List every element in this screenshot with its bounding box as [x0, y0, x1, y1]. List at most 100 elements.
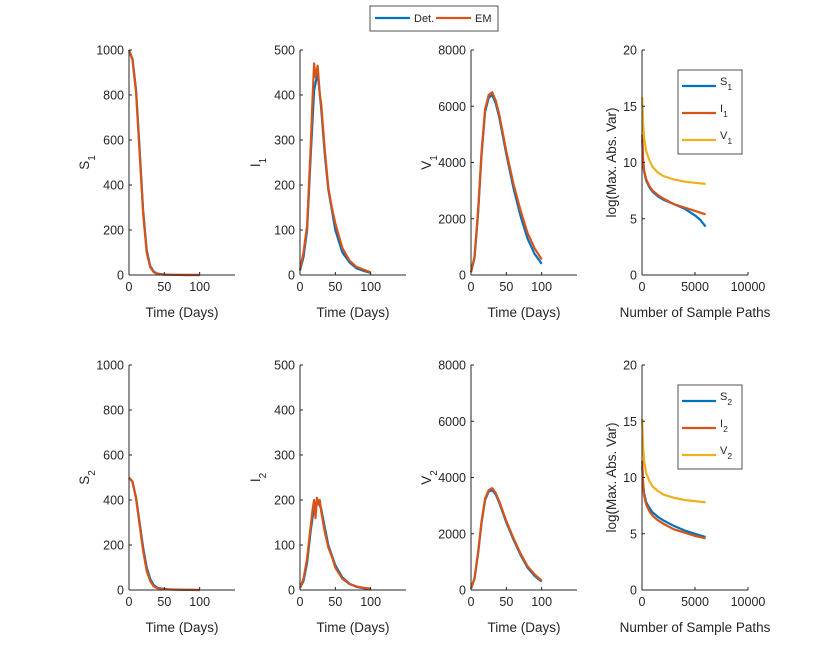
- x-tick-label: 50: [328, 595, 342, 609]
- y-tick-label: 10: [623, 156, 637, 170]
- y-tick-label: 2000: [438, 527, 466, 541]
- y-tick-label: 8000: [438, 359, 466, 373]
- inner-legend-label-main: V: [720, 130, 728, 142]
- series-line-i2: [641, 460, 706, 540]
- subplot-r1c3: 0 50 100 0 2000 4000 6000 8000 Time (Days) V1: [419, 44, 577, 320]
- series-line-em: [127, 49, 200, 277]
- y-axis-label-sub: 1: [258, 157, 269, 163]
- y-tick-label: 20: [623, 359, 637, 373]
- series-line-em: [298, 62, 372, 274]
- y-axis-label-sub: 2: [429, 470, 440, 476]
- series-line-em: [469, 91, 543, 273]
- x-tick-label: 100: [531, 595, 552, 609]
- y-tick-label: 10: [623, 471, 637, 485]
- series-line-em: [469, 487, 543, 589]
- y-axis-label: I1: [248, 157, 269, 167]
- y-axis-label-sub: 1: [87, 155, 98, 161]
- x-tick-label: 50: [499, 280, 513, 294]
- series-line-v1: [641, 97, 706, 185]
- inner-legend-label-sub: 1: [727, 82, 732, 92]
- y-tick-label: 400: [274, 89, 295, 103]
- y-axis-label-sub: 2: [258, 472, 269, 478]
- y-axis-label-main: V: [419, 476, 434, 485]
- series-line-det: [469, 93, 543, 273]
- subplot-r2c3: 0 50 100 0 2000 4000 6000 8000 Time (Days) V2: [419, 359, 577, 635]
- inner-legend-label-main: I: [720, 418, 723, 430]
- y-tick-label: 15: [623, 415, 637, 429]
- inner-legend-label-sub: 1: [727, 136, 732, 146]
- y-tick-label: 0: [117, 269, 124, 283]
- x-tick-label: 10000: [731, 280, 766, 294]
- y-axis-label-sub: 2: [87, 470, 98, 476]
- y-tick-label: 6000: [438, 415, 466, 429]
- y-axis-label: log(Max. Abs. Var): [604, 107, 619, 217]
- inner-legend-label: I2: [720, 418, 728, 434]
- inner-legend-label-sub: 2: [727, 397, 732, 407]
- y-axis-label: V1: [419, 155, 440, 170]
- subplot-r2c2: 0 50 100 0 100 200 300 400 500 Time (Days) I2: [248, 359, 406, 635]
- x-tick-label: 0: [639, 280, 646, 294]
- inner-legend-label: V2: [720, 445, 732, 461]
- x-axis-label: Time (Days): [146, 305, 219, 320]
- y-tick-label: 200: [274, 179, 295, 193]
- x-axis-label: Time (Days): [317, 305, 390, 320]
- inner-legend-label-sub: 2: [723, 424, 728, 434]
- y-tick-label: 0: [459, 584, 466, 598]
- y-tick-label: 20: [623, 44, 637, 58]
- y-tick-label: 300: [274, 134, 295, 148]
- x-axis-label: Time (Days): [488, 305, 561, 320]
- y-tick-label: 5: [630, 212, 637, 226]
- subplot-r2c4: 0 5000 10000 0 5 10 15 20 Number of Sample Paths…: [604, 359, 771, 636]
- inner-legend-label-main: S: [720, 391, 727, 403]
- inner-legend-label-sub: 1: [723, 109, 728, 119]
- y-tick-label: 8000: [438, 44, 466, 58]
- y-tick-label: 0: [630, 269, 637, 283]
- y-tick-label: 600: [103, 449, 124, 463]
- x-tick-label: 50: [328, 280, 342, 294]
- y-tick-label: 500: [274, 44, 295, 58]
- y-axis-label-sub: 1: [429, 155, 440, 161]
- x-tick-label: 0: [297, 280, 304, 294]
- x-tick-label: 100: [360, 595, 381, 609]
- inner-legend-label: I1: [720, 103, 728, 119]
- series-line-em: [128, 476, 200, 592]
- y-axis-label-main: S: [77, 161, 92, 170]
- inner-legend-label-sub: 2: [727, 451, 732, 461]
- x-axis-label: Number of Sample Paths: [620, 305, 771, 320]
- y-tick-label: 400: [103, 179, 124, 193]
- y-tick-label: 0: [117, 584, 124, 598]
- x-tick-label: 0: [468, 280, 475, 294]
- y-tick-label: 1000: [96, 359, 124, 373]
- y-axis-label: S1: [77, 155, 98, 170]
- series-line-det: [299, 498, 371, 591]
- series-line-det: [128, 476, 200, 592]
- y-tick-label: 0: [459, 269, 466, 283]
- x-tick-label: 50: [157, 595, 171, 609]
- y-tick-label: 5: [630, 527, 637, 541]
- y-axis-label: V2: [419, 470, 440, 485]
- x-tick-label: 0: [297, 595, 304, 609]
- y-tick-label: 200: [103, 224, 124, 238]
- inner-legend-label: S2: [720, 391, 732, 407]
- x-tick-label: 0: [468, 595, 475, 609]
- inner-legend-label-main: S: [720, 76, 727, 88]
- y-tick-label: 4000: [438, 471, 466, 485]
- y-tick-label: 300: [274, 449, 295, 463]
- x-tick-label: 0: [126, 280, 133, 294]
- x-axis-label: Time (Days): [146, 620, 219, 635]
- y-axis-label-main: log(Max. Abs. Var): [604, 107, 619, 217]
- y-tick-label: 0: [630, 584, 637, 598]
- subplot-r1c4: 0 5000 10000 0 5 10 15 20 Number of Sample Paths…: [604, 44, 771, 321]
- series-line-det: [469, 489, 543, 589]
- y-axis-label-main: I: [248, 478, 263, 482]
- x-tick-label: 5000: [681, 280, 709, 294]
- series-line-em: [298, 496, 371, 590]
- y-axis-label-main: S: [77, 476, 92, 485]
- y-tick-label: 4000: [438, 156, 466, 170]
- x-tick-label: 50: [499, 595, 513, 609]
